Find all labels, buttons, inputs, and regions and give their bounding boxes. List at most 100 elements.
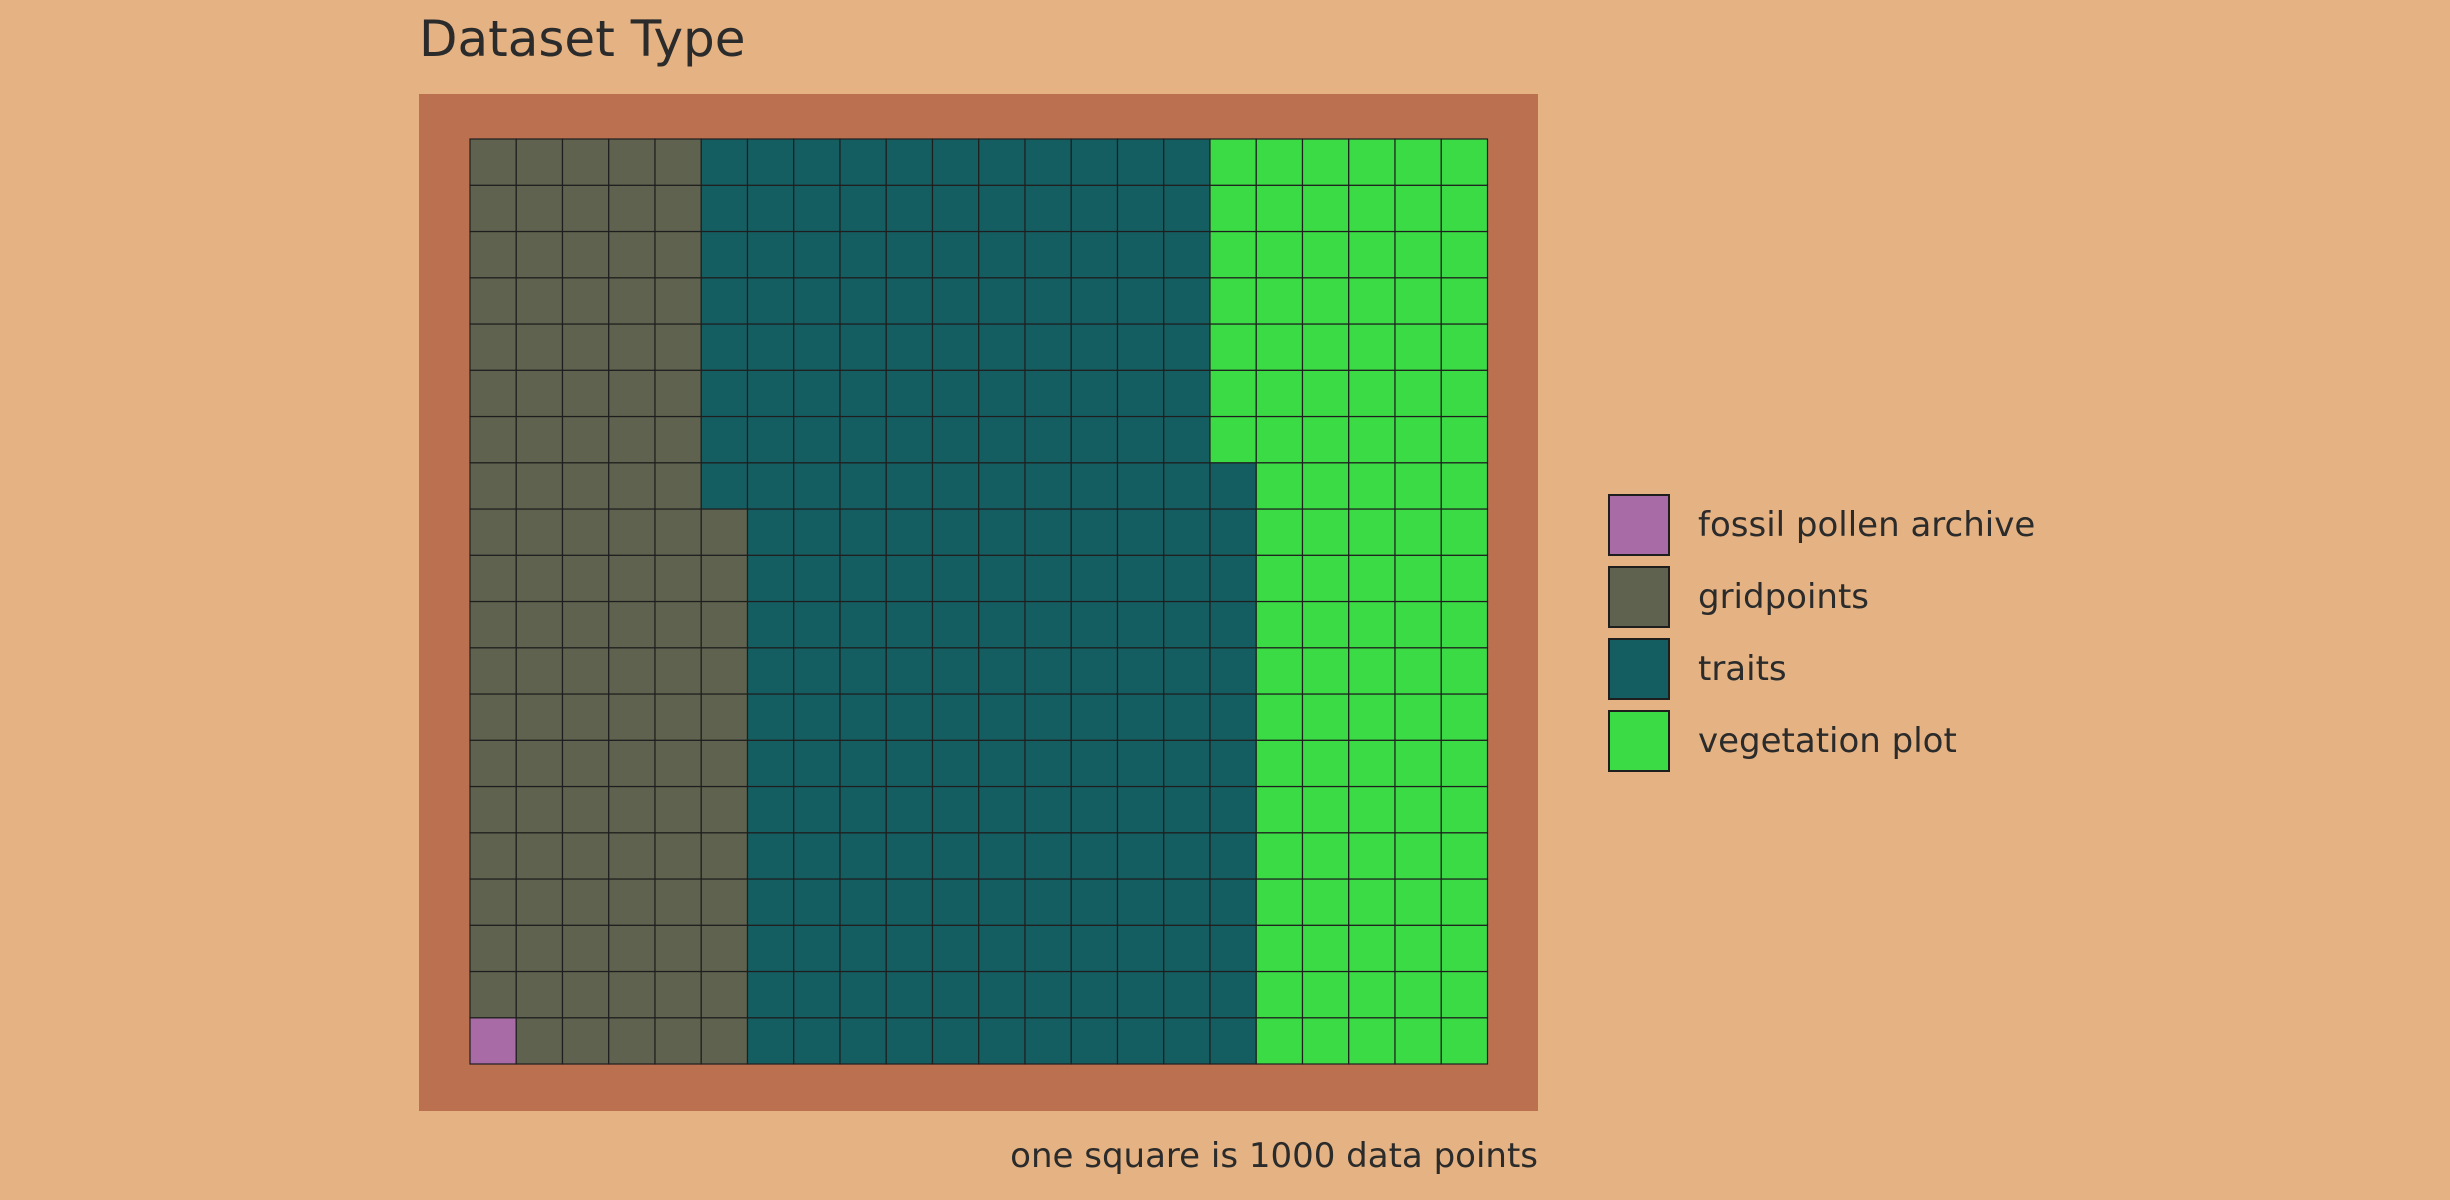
waffle-cell-vegetation-plot (1255, 1017, 1304, 1065)
waffle-cell-traits (1070, 369, 1119, 418)
waffle-cell-gridpoints (515, 600, 564, 649)
waffle-cell-gridpoints (469, 323, 517, 371)
waffle-cell-traits (839, 277, 887, 325)
legend-label: fossil pollen archive (1698, 505, 2036, 545)
waffle-cell-traits (1070, 970, 1119, 1019)
waffle-cell-vegetation-plot (1440, 554, 1489, 603)
waffle-cell-traits (1116, 970, 1165, 1019)
waffle-cell-traits (1024, 508, 1072, 556)
waffle-cell-traits (700, 415, 749, 464)
waffle-cell-traits (1116, 462, 1165, 510)
waffle-cell-traits (839, 508, 887, 556)
waffle-cell-vegetation-plot (1394, 970, 1442, 1019)
waffle-cell-traits (793, 600, 841, 649)
waffle-cell-vegetation-plot (1255, 600, 1304, 649)
waffle-cell-gridpoints (469, 462, 517, 510)
waffle-cell-traits (1209, 832, 1257, 880)
waffle-cell-traits (746, 369, 795, 418)
waffle-cell-traits (839, 924, 887, 973)
waffle-cell-traits (1070, 647, 1119, 695)
waffle-cell-gridpoints (561, 785, 610, 834)
waffle-cell-vegetation-plot (1301, 230, 1350, 279)
waffle-cell-vegetation-plot (1209, 138, 1257, 186)
waffle-cell-gridpoints (469, 785, 517, 834)
waffle-cell-vegetation-plot (1301, 878, 1350, 926)
waffle-cell-gridpoints (608, 970, 656, 1019)
waffle-cell-gridpoints (515, 508, 564, 556)
waffle-cell-gridpoints (515, 415, 564, 464)
waffle-cell-gridpoints (654, 508, 702, 556)
waffle-cell-vegetation-plot (1348, 184, 1396, 233)
waffle-cell-traits (746, 878, 795, 926)
waffle-cell-traits (839, 970, 887, 1019)
waffle-cell-gridpoints (700, 785, 749, 834)
waffle-cell-vegetation-plot (1348, 1017, 1396, 1065)
waffle-cell-traits (978, 693, 1026, 741)
waffle-cell-vegetation-plot (1255, 970, 1304, 1019)
waffle-cell-gridpoints (561, 739, 610, 788)
waffle-cell-traits (978, 415, 1026, 464)
waffle-cell-traits (1163, 1017, 1211, 1065)
waffle-cell-gridpoints (654, 600, 702, 649)
waffle-cell-traits (746, 508, 795, 556)
waffle-cell-traits (1163, 184, 1211, 233)
waffle-cell-vegetation-plot (1440, 600, 1489, 649)
waffle-cell-traits (885, 785, 934, 834)
waffle-cell-vegetation-plot (1440, 924, 1489, 973)
waffle-cell-vegetation-plot (1348, 508, 1396, 556)
waffle-cell-vegetation-plot (1394, 1017, 1442, 1065)
waffle-cell-vegetation-plot (1440, 462, 1489, 510)
waffle-cell-traits (885, 600, 934, 649)
waffle-cell-traits (1070, 600, 1119, 649)
waffle-cell-traits (1070, 832, 1119, 880)
waffle-cell-gridpoints (561, 924, 610, 973)
waffle-cell-vegetation-plot (1394, 785, 1442, 834)
waffle-cell-traits (746, 230, 795, 279)
waffle-cell-traits (885, 230, 934, 279)
waffle-cell-traits (839, 878, 887, 926)
waffle-cell-gridpoints (608, 230, 656, 279)
waffle-cell-traits (1070, 693, 1119, 741)
waffle-cell-traits (746, 138, 795, 186)
waffle-cell-traits (885, 323, 934, 371)
waffle-cell-gridpoints (654, 739, 702, 788)
waffle-cell-gridpoints (469, 647, 517, 695)
waffle-cell-traits (1024, 785, 1072, 834)
waffle-cell-traits (793, 739, 841, 788)
waffle-cell-vegetation-plot (1301, 369, 1350, 418)
waffle-cell-traits (885, 832, 934, 880)
waffle-cell-fossil-pollen-archive (469, 1017, 517, 1065)
waffle-cell-traits (839, 230, 887, 279)
waffle-cell-vegetation-plot (1394, 693, 1442, 741)
waffle-cell-gridpoints (561, 832, 610, 880)
waffle-cell-vegetation-plot (1209, 184, 1257, 233)
waffle-cell-vegetation-plot (1348, 693, 1396, 741)
waffle-cell-vegetation-plot (1255, 832, 1304, 880)
waffle-cell-traits (1024, 832, 1072, 880)
waffle-cell-traits (1209, 647, 1257, 695)
waffle-cell-traits (1163, 462, 1211, 510)
waffle-cell-vegetation-plot (1301, 184, 1350, 233)
waffle-cell-gridpoints (561, 277, 610, 325)
waffle-cell-traits (793, 184, 841, 233)
waffle-cell-gridpoints (700, 647, 749, 695)
waffle-cell-vegetation-plot (1301, 277, 1350, 325)
waffle-cell-vegetation-plot (1348, 600, 1396, 649)
waffle-cell-traits (931, 462, 980, 510)
waffle-cell-traits (1116, 785, 1165, 834)
waffle-cell-traits (931, 924, 980, 973)
waffle-cell-gridpoints (515, 924, 564, 973)
waffle-cell-vegetation-plot (1301, 739, 1350, 788)
waffle-cell-traits (1024, 878, 1072, 926)
waffle-cell-gridpoints (515, 878, 564, 926)
waffle-cell-vegetation-plot (1301, 647, 1350, 695)
waffle-cell-traits (931, 369, 980, 418)
waffle-cell-vegetation-plot (1301, 693, 1350, 741)
waffle-cell-gridpoints (654, 693, 702, 741)
waffle-cell-gridpoints (654, 970, 702, 1019)
legend-swatch (1608, 638, 1670, 700)
waffle-cell-traits (1024, 739, 1072, 788)
waffle-cell-vegetation-plot (1440, 647, 1489, 695)
legend-label: traits (1698, 649, 1787, 689)
waffle-cell-traits (885, 138, 934, 186)
